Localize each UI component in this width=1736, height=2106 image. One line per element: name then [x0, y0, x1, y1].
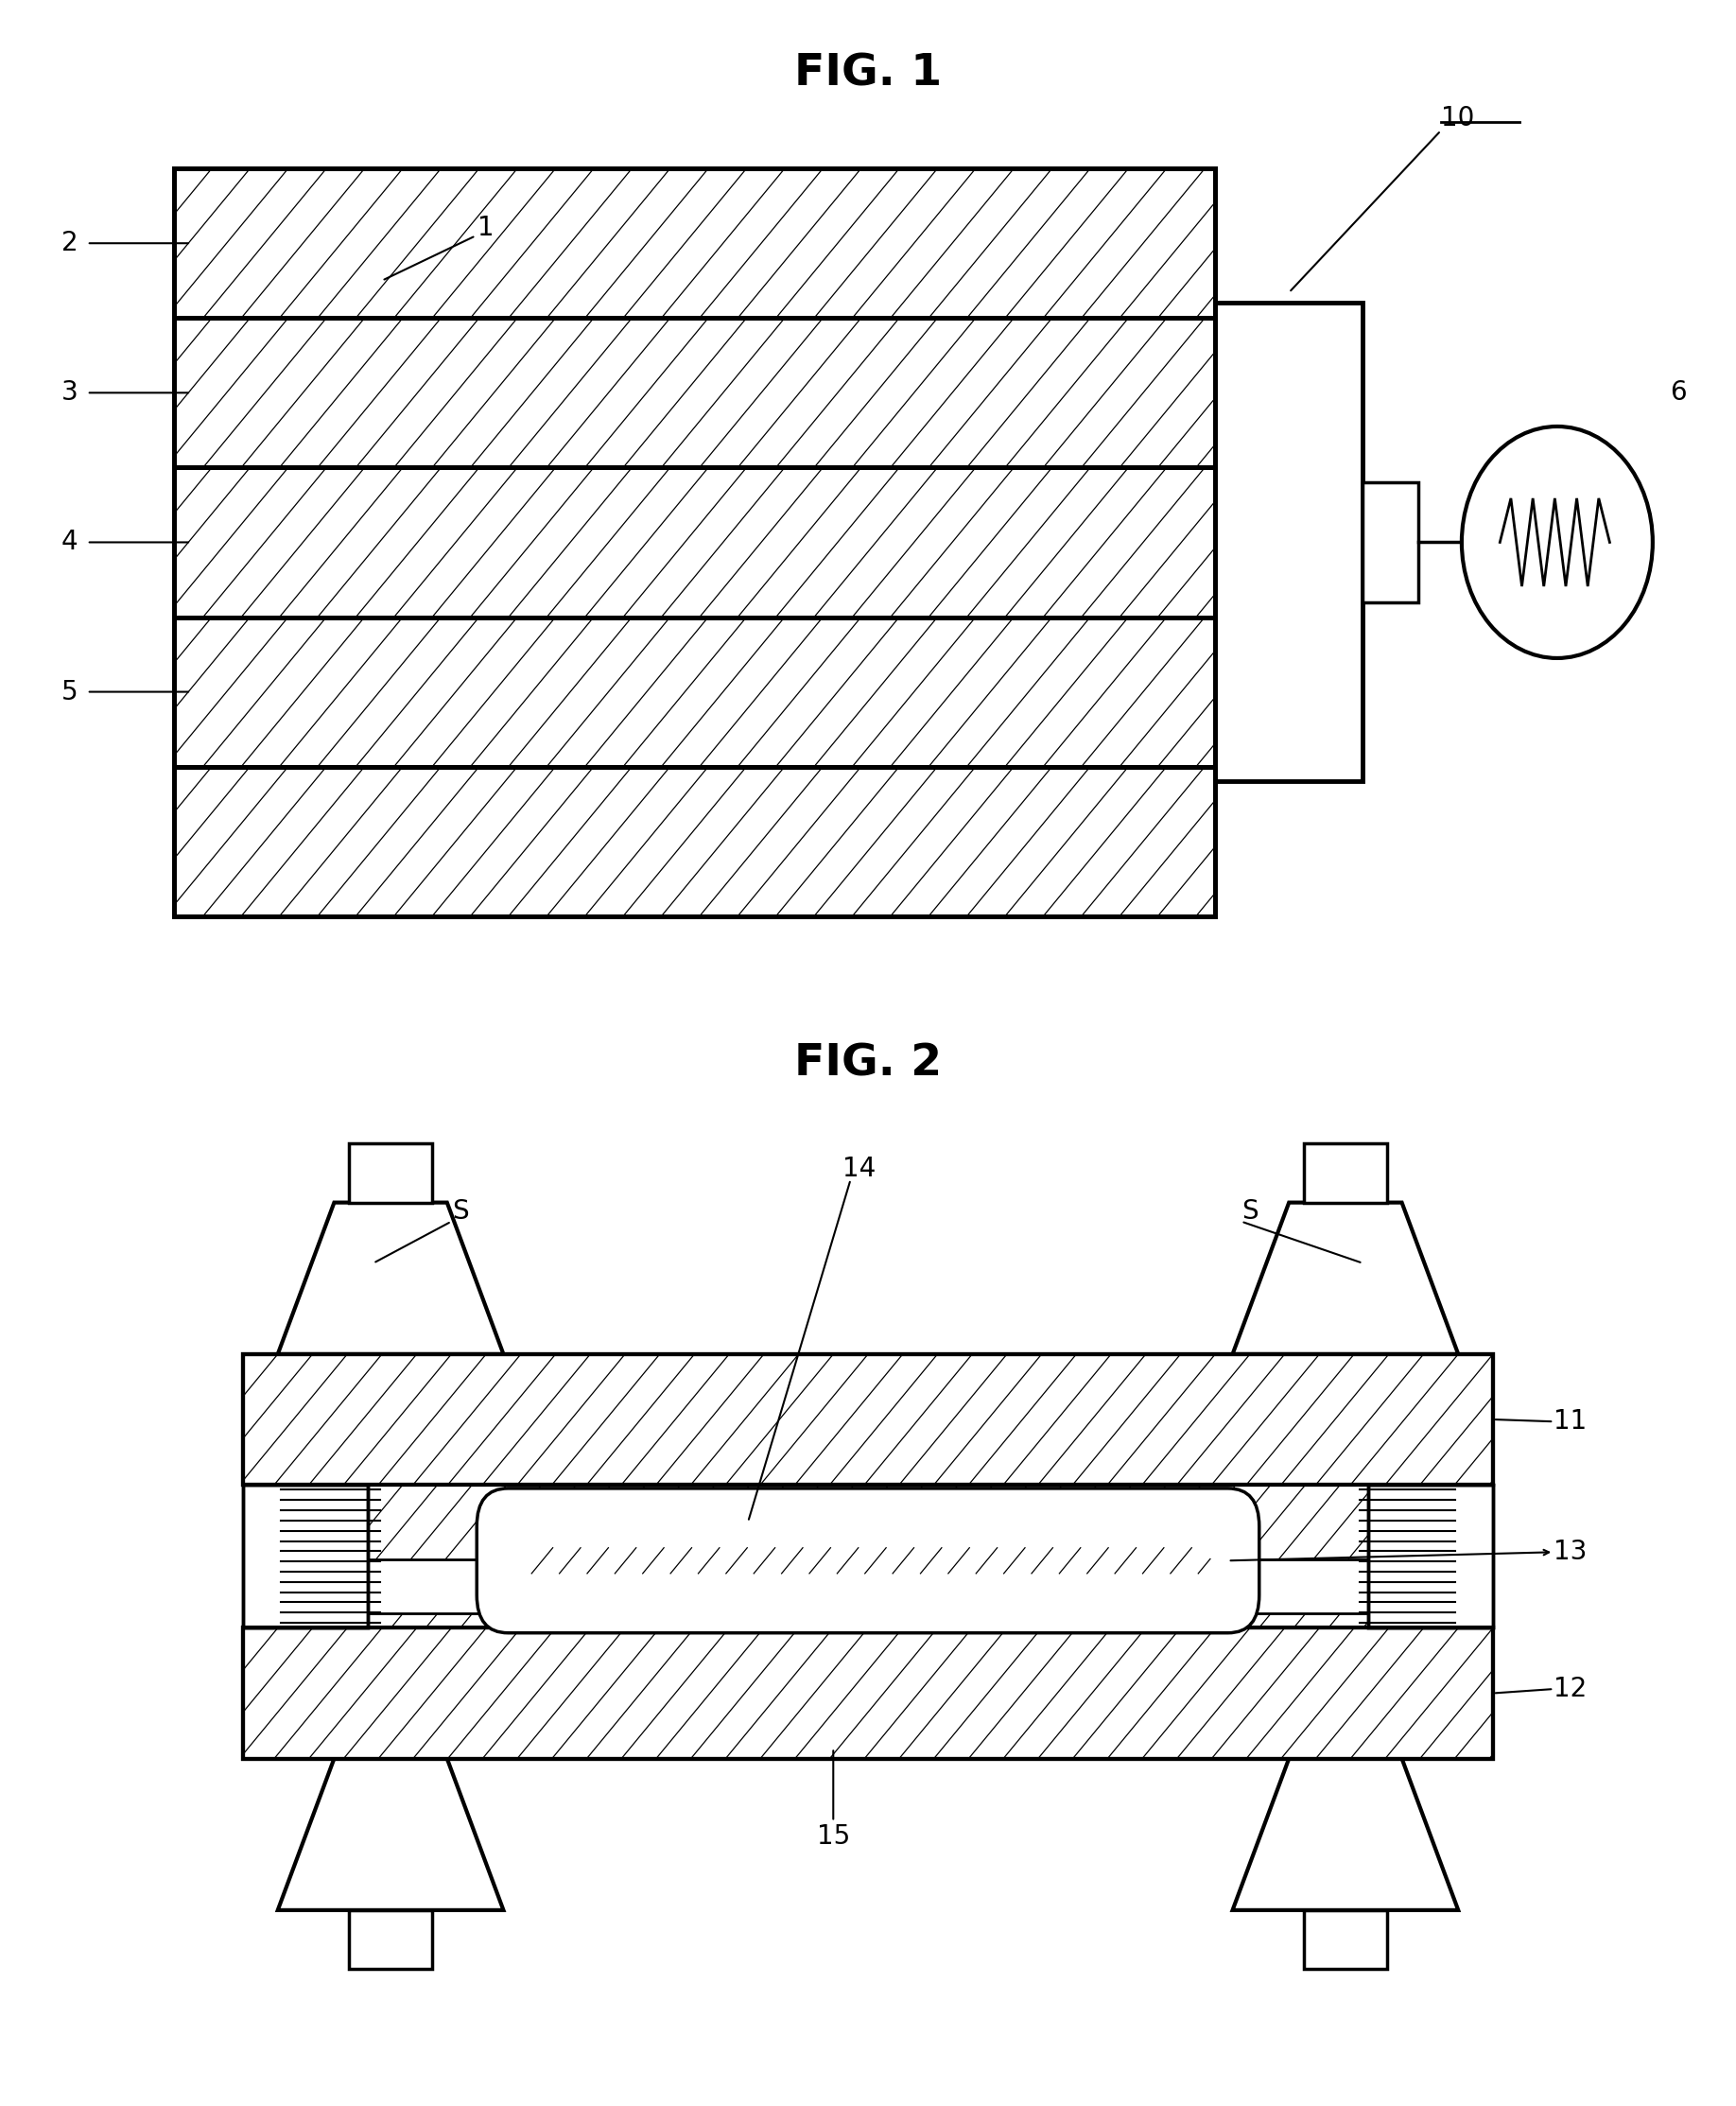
Text: S: S — [451, 1198, 469, 1224]
Bar — [368, 1485, 1368, 1558]
Text: 12: 12 — [1554, 1676, 1587, 1702]
Bar — [174, 318, 1215, 468]
Polygon shape — [278, 1759, 503, 1910]
Bar — [1215, 303, 1363, 781]
Bar — [174, 168, 1215, 916]
Bar — [368, 1613, 1368, 1628]
Bar — [368, 1485, 1368, 1558]
Bar — [243, 1354, 1493, 1485]
Bar — [243, 1354, 1493, 1485]
Text: 14: 14 — [842, 1156, 877, 1181]
Text: S: S — [1241, 1198, 1259, 1224]
Bar — [174, 617, 1215, 767]
Bar — [174, 468, 1215, 617]
Text: FIG. 2: FIG. 2 — [793, 1042, 943, 1085]
Text: FIG. 1: FIG. 1 — [793, 53, 943, 95]
Bar — [1368, 1485, 1493, 1628]
Bar — [174, 168, 1215, 318]
Bar — [174, 617, 1215, 767]
Text: 1: 1 — [477, 215, 495, 242]
Circle shape — [1462, 428, 1653, 657]
Bar — [243, 1628, 1493, 1759]
Text: 13: 13 — [1554, 1539, 1587, 1565]
Text: 15: 15 — [816, 1824, 851, 1849]
Text: 6: 6 — [1670, 379, 1687, 404]
Bar — [368, 1613, 1368, 1628]
Bar — [368, 1485, 1368, 1558]
Polygon shape — [1233, 1203, 1458, 1354]
Bar — [174, 318, 1215, 468]
Polygon shape — [278, 1203, 503, 1354]
Polygon shape — [1233, 1759, 1458, 1910]
Bar — [174, 767, 1215, 916]
Bar — [1304, 1144, 1387, 1203]
FancyBboxPatch shape — [477, 1489, 1259, 1632]
Bar — [174, 767, 1215, 916]
Bar — [349, 1144, 432, 1203]
Text: 10: 10 — [1441, 105, 1474, 133]
Text: 5: 5 — [61, 678, 78, 706]
Bar — [1363, 482, 1418, 602]
Bar — [243, 1485, 368, 1628]
Bar — [243, 1485, 368, 1628]
Bar — [368, 1613, 1368, 1628]
Text: 3: 3 — [61, 379, 78, 406]
Bar — [243, 1628, 1493, 1759]
Bar — [174, 168, 1215, 318]
Text: 11: 11 — [1554, 1409, 1587, 1434]
Text: 2: 2 — [61, 230, 78, 257]
Bar — [174, 468, 1215, 617]
Text: 4: 4 — [61, 529, 78, 556]
Bar — [349, 1910, 432, 1969]
Bar — [1304, 1910, 1387, 1969]
Bar — [1368, 1485, 1493, 1628]
